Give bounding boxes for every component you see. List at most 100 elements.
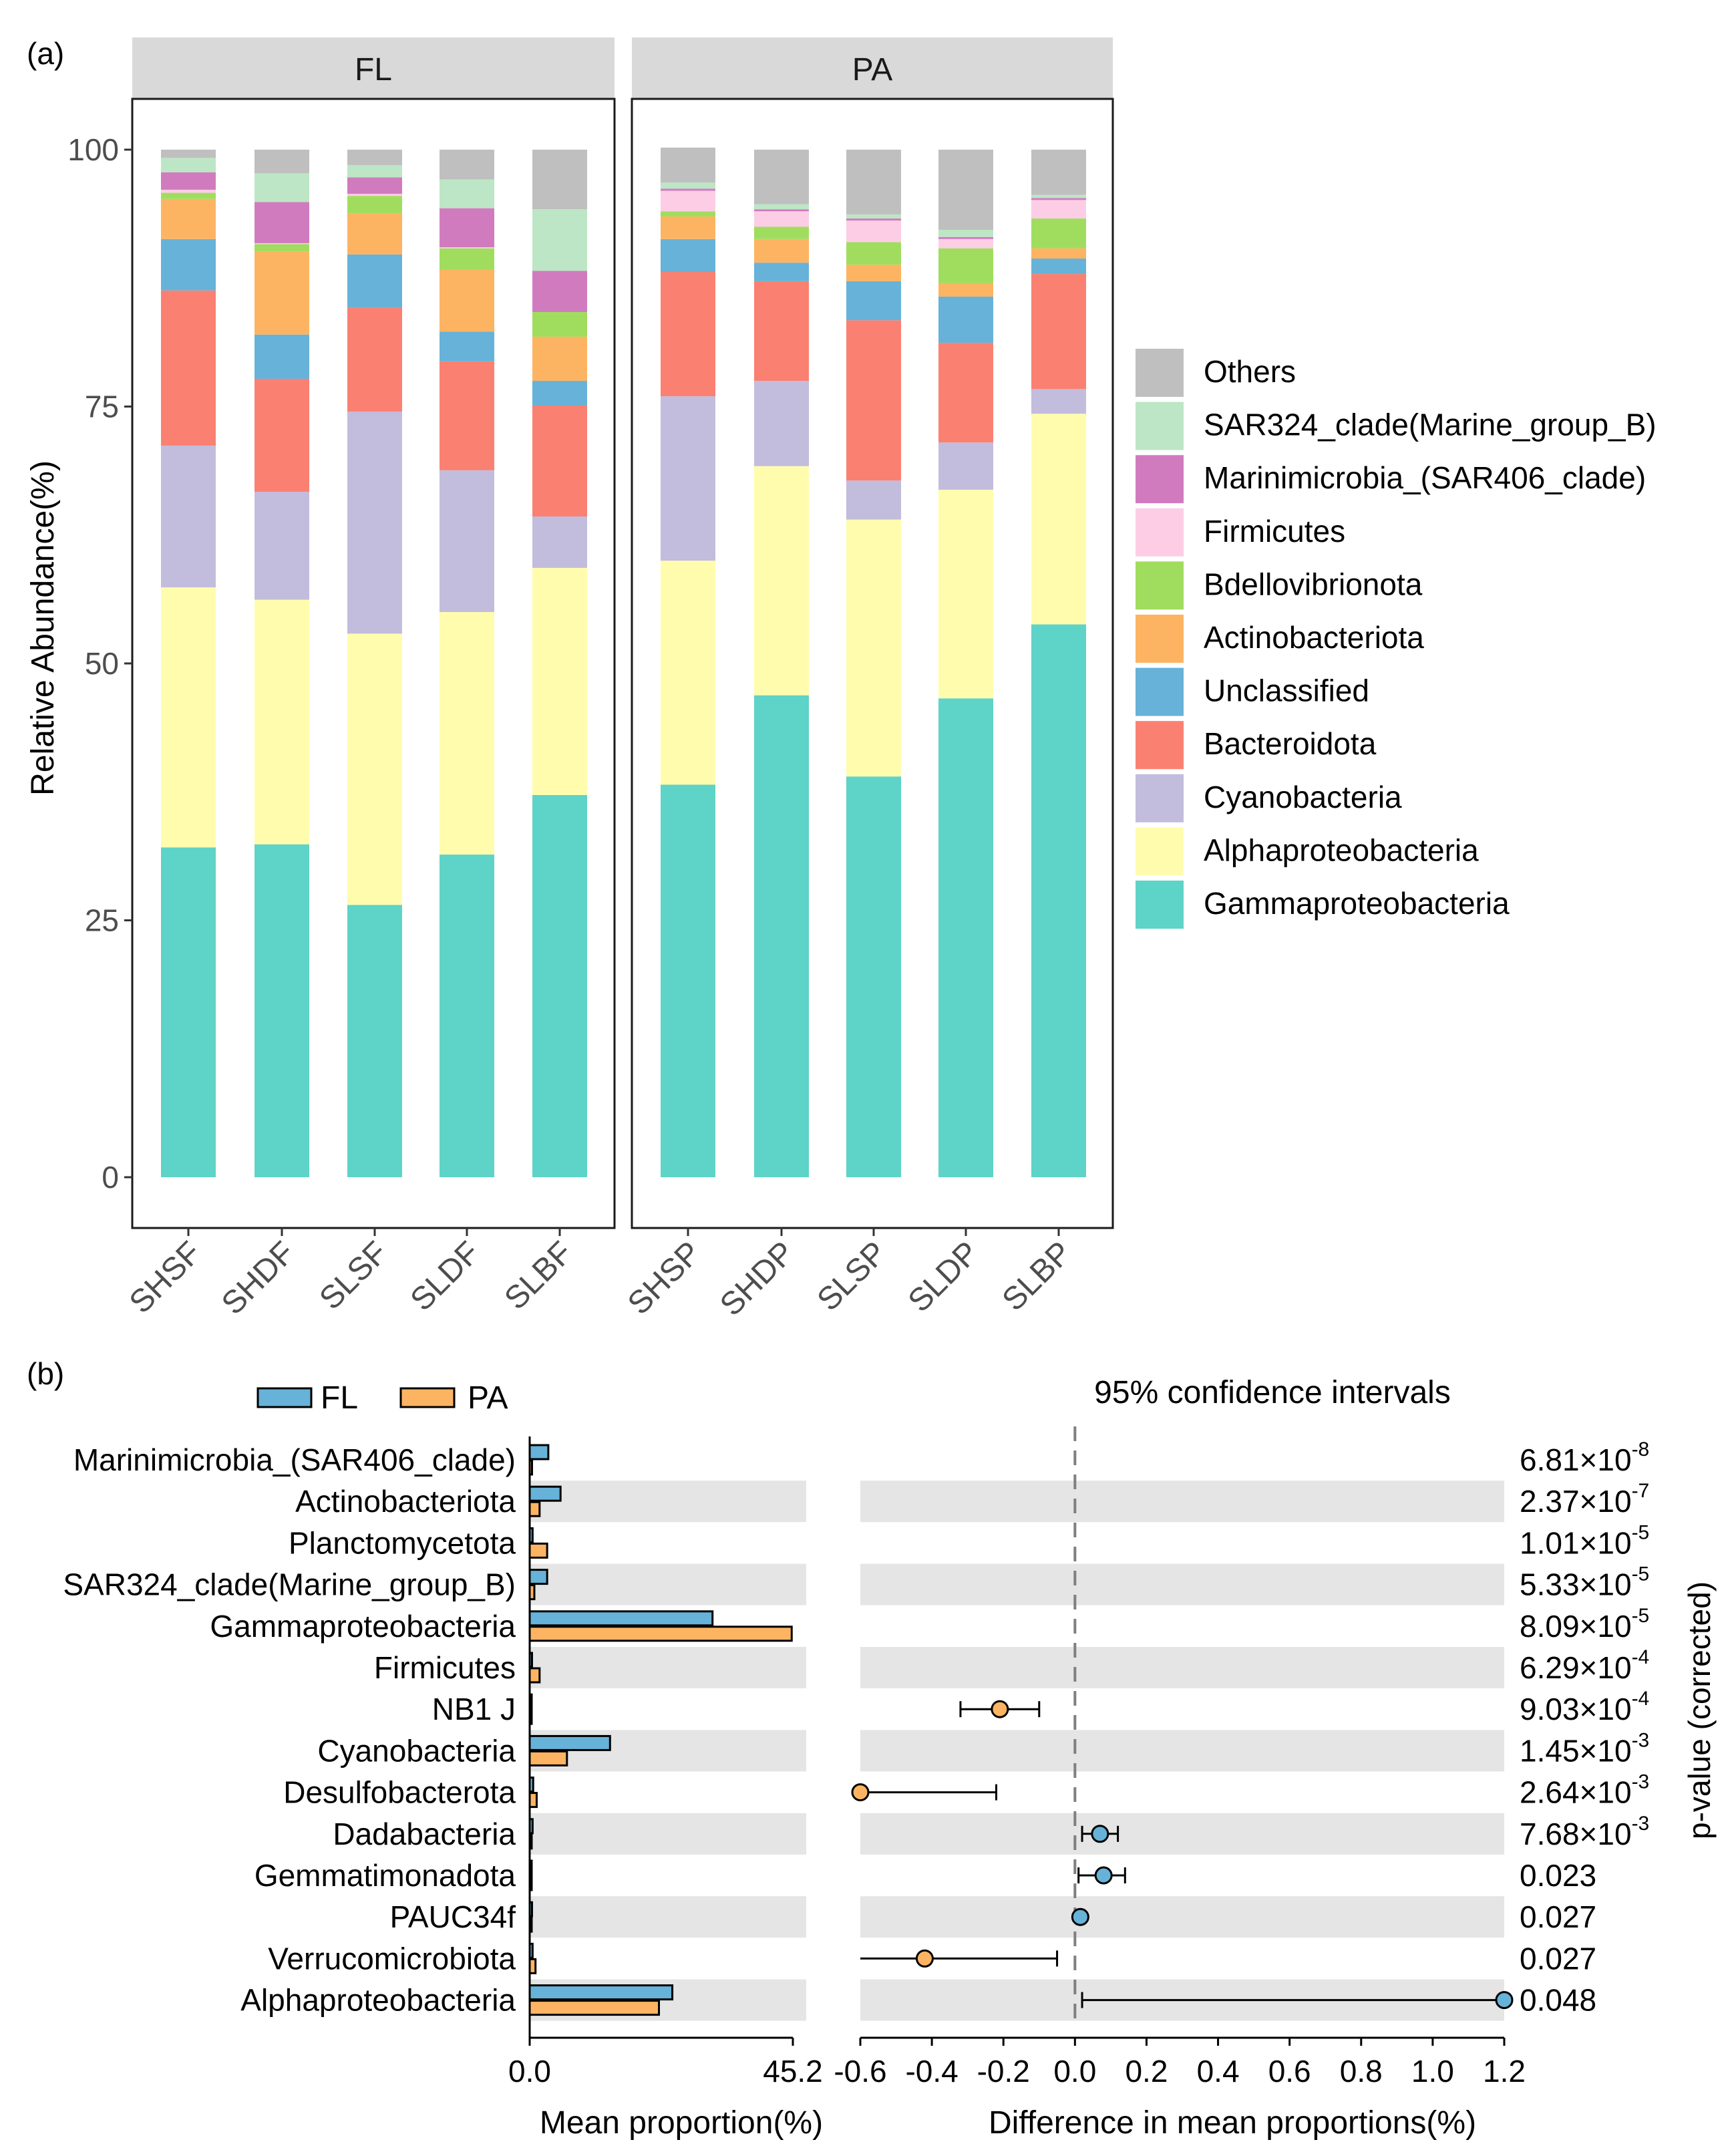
- taxon-label: Firmicutes: [374, 1650, 516, 1685]
- legend-item-marinimicrobia-sar406-clade: Marinimicrobia_(SAR406_clade): [1136, 455, 1646, 504]
- bar-segment-alphaproteobacteria: [754, 466, 809, 696]
- bar-segment-sar324-clade-marine-group-b: [440, 179, 494, 208]
- bar-segment-others: [661, 147, 715, 183]
- legend-item-bdellovibrionota: Bdellovibrionota: [1136, 561, 1423, 610]
- bar-segment-unclassified: [661, 239, 715, 273]
- panel-a-label: (a): [27, 36, 64, 71]
- bar-segment-bacteroidota: [754, 281, 809, 381]
- bar-sldf: [440, 150, 494, 1177]
- bar-segment-sar324-clade-marine-group-b: [661, 182, 715, 189]
- mean-bar-fl-cyanobacteria: [528, 1734, 611, 1751]
- legend-item-sar324-clade-marine-group-b: SAR324_clade(Marine_group_B): [1136, 402, 1657, 450]
- bar-segment-marinimicrobia-sar406-clade: [754, 209, 809, 212]
- bar-segment-cyanobacteria: [254, 492, 309, 600]
- p-value-mantissa: 5.33×10: [1520, 1567, 1632, 1602]
- p-value: 0.023: [1520, 1858, 1596, 1893]
- bar-segment-gammaproteobacteria: [846, 776, 901, 1177]
- mean-bar-pa-desulfobacterota: [528, 1792, 538, 1809]
- bar-segment-cyanobacteria: [846, 480, 901, 520]
- x-tick-label-slsf: SLSF: [313, 1235, 394, 1316]
- bar-segment-bacteroidota: [532, 405, 587, 517]
- ci-estimate-marker: [1495, 1991, 1514, 2010]
- bar-segment-firmicutes: [754, 211, 809, 227]
- bar-segment-bacteroidota: [1031, 274, 1086, 390]
- row-stripe: [530, 1647, 806, 1688]
- bar-segment-others: [846, 150, 901, 214]
- legend-label: Bdellovibrionota: [1204, 567, 1423, 601]
- p-value-exponent: -8: [1632, 1438, 1650, 1460]
- bar-shsp: [661, 147, 715, 1177]
- p-value-mantissa: 0.023: [1520, 1858, 1596, 1893]
- x-axis: SHSF SHDF SLSF SLDF SLBF SHSP SHDP SLSP SLDP SLBP: [123, 1228, 1079, 1323]
- p-value: 1.45×10-3: [1520, 1729, 1649, 1768]
- p-value-axis-title: p-value (corrected): [1682, 1581, 1717, 1839]
- mean-bar-pa-firmicutes: [528, 1667, 541, 1684]
- p-value-mantissa: 0.048: [1520, 1983, 1596, 2018]
- bar-segment-gammaproteobacteria: [754, 695, 809, 1177]
- x-tick-label-shdf: SHDF: [215, 1235, 302, 1322]
- bar-segment-firmicutes: [161, 189, 216, 193]
- bar-segment-actinobacteriota: [1031, 248, 1086, 259]
- bar-shdf: [254, 150, 309, 1177]
- taxon-label: Marinimicrobia_(SAR406_clade): [73, 1442, 516, 1477]
- ci-point-pauc34f: [1071, 1907, 1089, 1926]
- mean-proportion-axis-title: Mean proportion(%): [540, 2105, 823, 2141]
- y-tick-label: 100: [67, 132, 119, 167]
- row-stripe: [860, 1813, 1504, 1855]
- bar-slbf: [532, 150, 587, 1177]
- mean-x-tick-label: 0.0: [508, 2054, 551, 2089]
- bar-segment-alphaproteobacteria: [347, 633, 402, 905]
- ci-point-nb1-j: [959, 1700, 1041, 1718]
- bar-segment-marinimicrobia-sar406-clade: [347, 177, 402, 194]
- row-stripe: [530, 1813, 806, 1855]
- bar-shsf: [161, 150, 216, 1177]
- ci-estimate-marker: [991, 1700, 1009, 1718]
- legend-swatch: [1136, 827, 1184, 876]
- bar-segment-firmicutes: [661, 190, 715, 212]
- bar-segment-bdellovibrionota: [347, 196, 402, 214]
- legend-label: Cyanobacteria: [1204, 780, 1402, 814]
- legend-label-pa: PA: [468, 1380, 508, 1416]
- x-tick-label-sldp: SLDP: [902, 1235, 986, 1319]
- bar-segment-sar324-clade-marine-group-b: [532, 209, 587, 271]
- bar-segment-others: [254, 150, 309, 174]
- bar-segment-alphaproteobacteria: [846, 519, 901, 777]
- diff-x-tick-label: 1.2: [1483, 2054, 1526, 2089]
- bar-segment-bacteroidota: [254, 378, 309, 492]
- taxon-label: Desulfobacterota: [283, 1775, 516, 1810]
- legend-swatch: [1136, 349, 1184, 397]
- diff-x-tick-label: 0.2: [1125, 2054, 1168, 2089]
- p-value: 1.01×10-5: [1520, 1521, 1649, 1560]
- taxon-label: Gemmatimonadota: [254, 1858, 516, 1893]
- mean-x-tick-label: 45.2: [763, 2054, 823, 2089]
- p-value-mantissa: 6.29×10: [1520, 1650, 1632, 1685]
- p-value-exponent: -5: [1632, 1521, 1650, 1543]
- bar-segment-bdellovibrionota: [440, 248, 494, 270]
- y-tick-label: 75: [85, 390, 119, 424]
- bar-segment-firmicutes: [938, 239, 993, 249]
- bar-segment-cyanobacteria: [161, 445, 216, 588]
- bar-segment-cyanobacteria: [661, 396, 715, 561]
- p-value: 0.027: [1520, 1899, 1596, 1934]
- bar-segment-marinimicrobia-sar406-clade: [254, 202, 309, 243]
- bar-segment-bacteroidota: [440, 361, 494, 470]
- mean-bar-pa-alphaproteobacteria: [528, 2000, 661, 2016]
- mean-bar-fl-alphaproteobacteria: [528, 1984, 674, 2001]
- bar-segment-unclassified: [532, 381, 587, 406]
- bar-segment-bacteroidota: [938, 343, 993, 443]
- legend-label: Firmicutes: [1204, 514, 1345, 549]
- taxon-label: SAR324_clade(Marine_group_B): [63, 1567, 516, 1602]
- legend-item-actinobacteriota: Actinobacteriota: [1136, 615, 1424, 663]
- legend-label: Actinobacteriota: [1204, 620, 1424, 655]
- legend-label-fl: FL: [321, 1380, 358, 1416]
- y-tick-label: 50: [85, 646, 119, 681]
- bar-segment-cyanobacteria: [347, 412, 402, 634]
- legend-item-alphaproteobacteria: Alphaproteobacteria: [1136, 827, 1479, 876]
- bar-segment-bdellovibrionota: [254, 244, 309, 252]
- bar-segment-gammaproteobacteria: [254, 844, 309, 1177]
- legend-label: Unclassified: [1204, 673, 1369, 708]
- ci-point-verrucomicrobiota: [860, 1949, 1059, 1968]
- bar-segment-actinobacteriota: [254, 251, 309, 335]
- legend-item-unclassified: Unclassified: [1136, 667, 1369, 716]
- y-tick-label: 25: [85, 903, 119, 938]
